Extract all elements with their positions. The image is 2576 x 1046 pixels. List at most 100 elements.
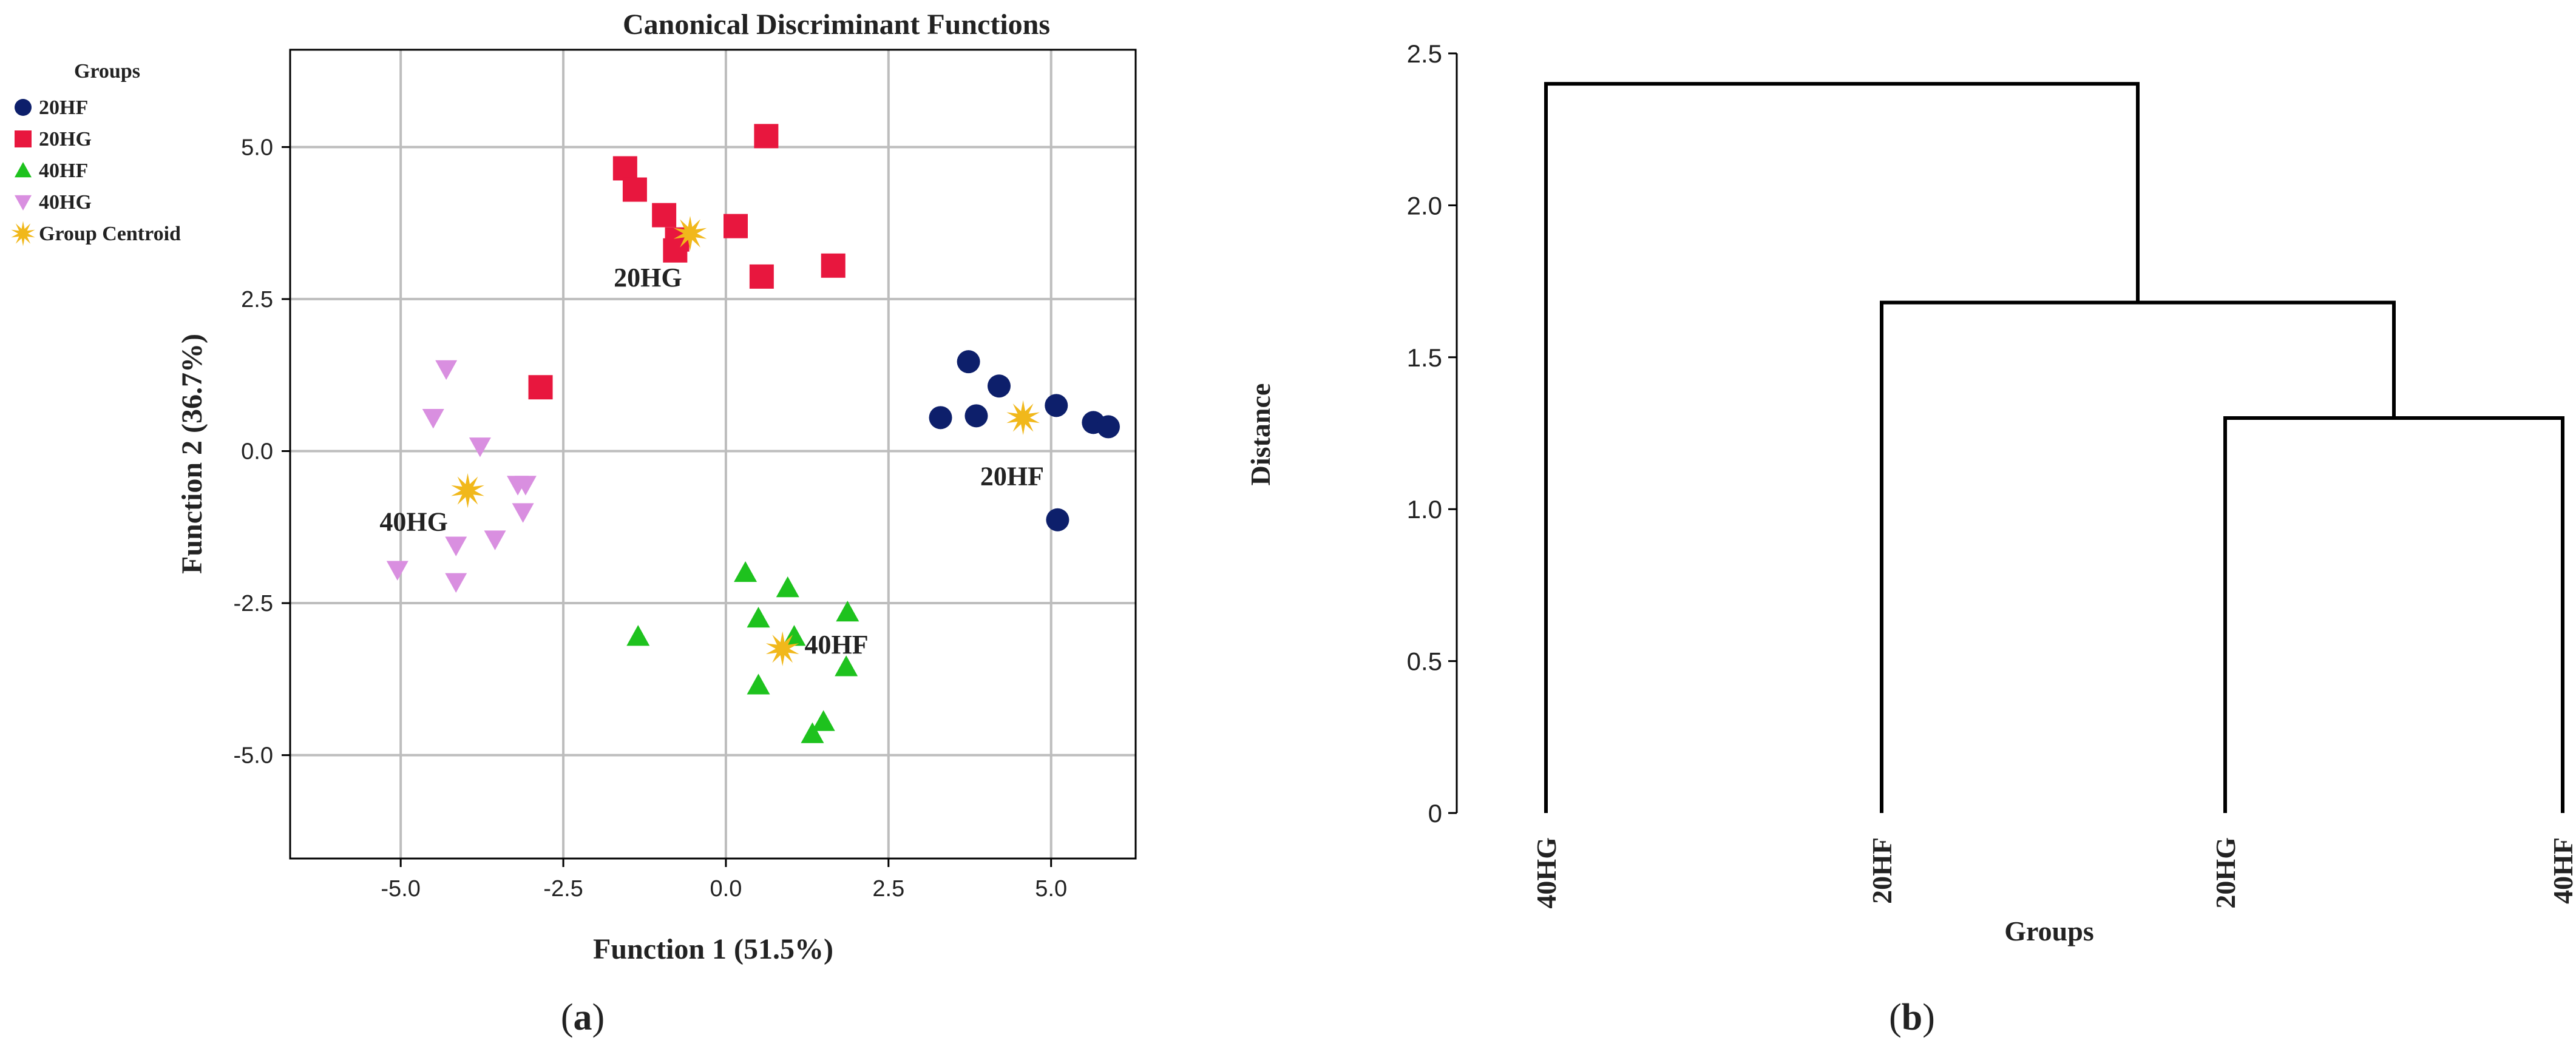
series-group-centroid [451, 215, 1040, 666]
legend-marker-40hg [15, 195, 32, 211]
dendrogram-link-40hg-20hf-20hg-40hf [1544, 82, 2140, 813]
point-40hf [747, 607, 770, 628]
point-40hg [386, 561, 408, 581]
point-20hf [929, 406, 952, 430]
point-20hf [1046, 508, 1069, 531]
point-20hg [612, 156, 637, 181]
y-tick-label: 2.5 [1407, 39, 1442, 68]
point-20hf [957, 350, 980, 374]
point-40hf [801, 722, 824, 743]
dendrogram-link-20hg-40hf [2223, 416, 2564, 813]
chart-a-ticks: -5.0 -2.5 0.0 2.5 5.0 -5.0 -2.5 0.0 2.5 5.0 [234, 135, 1068, 902]
leaf-label-40hf: 40HF [2547, 837, 2576, 904]
point-40hf [835, 655, 858, 677]
x-tick-label: 5.0 [1035, 876, 1067, 902]
point-group-centroid [451, 473, 484, 508]
leaf-label-40hg: 40HG [1531, 837, 1562, 909]
point-20hf [987, 374, 1011, 398]
legend-marker-group-centroid [11, 221, 35, 246]
point-40hg [435, 360, 458, 380]
leaf-label-20hg: 20HG [2210, 837, 2241, 909]
legend-marker-40hf [15, 162, 32, 178]
legend-label-20hf: 20HF [39, 96, 88, 119]
point-20hg [652, 203, 677, 228]
leaf-label-20hf: 20HF [1866, 837, 1897, 904]
y-tick-label: -5.0 [234, 743, 273, 769]
x-tick-label: -5.0 [381, 876, 420, 902]
chart-a-gridlines [290, 50, 1136, 859]
point-40hf [812, 710, 835, 731]
point-20hg [749, 264, 774, 289]
chart-a-legend: Groups 20HF 20HG 40HF 40HG Group Centroid [11, 60, 181, 246]
y-tick-label: 5.0 [241, 135, 273, 160]
legend-marker-20hf [15, 99, 32, 116]
chart-a-x-axis-label: Function 1 (51.5%) [593, 933, 833, 965]
point-20hg [724, 214, 748, 238]
legend-label-group-centroid: Group Centroid [39, 223, 181, 245]
point-40hg [469, 437, 491, 457]
y-tick-label: 0.0 [241, 439, 273, 464]
point-40hf [776, 576, 799, 598]
legend-item-20hg: 20HG [15, 128, 92, 150]
point-40hg [484, 530, 506, 550]
point-20hf [1045, 394, 1068, 417]
legend-item-40hg: 40HG [15, 191, 92, 214]
point-group-centroid [1006, 400, 1040, 436]
y-tick-label: 2.0 [1407, 191, 1442, 220]
series-20hf [929, 350, 1120, 531]
point-group-centroid [765, 631, 799, 666]
chart-a-title: Canonical Discriminant Functions [623, 8, 1050, 41]
x-tick-label: 2.5 [872, 876, 904, 902]
point-40hg [514, 476, 537, 496]
y-tick-label: 0.5 [1407, 647, 1442, 676]
chart-b-ticks: 0 0.5 1.0 1.5 2.0 2.5 [1407, 39, 1457, 828]
y-tick-label: 1.5 [1407, 343, 1442, 372]
point-group-centroid [673, 215, 707, 251]
chart-a-annotations: 20HG 20HF 40HG 40HF [379, 263, 1044, 660]
point-20hf [1096, 415, 1120, 439]
y-tick-label: -2.5 [234, 591, 273, 616]
annotation-20hg: 20HG [614, 263, 682, 292]
point-40hf [734, 561, 758, 582]
point-40hg [445, 573, 467, 593]
chart-b-dendrogram-links [1544, 82, 2564, 813]
point-20hg [821, 253, 846, 278]
panel-a-scatter-plot: Canonical Discriminant Functions -5.0 -2.… [11, 8, 1137, 1038]
chart-a-y-axis-label: Function 2 (36.7%) [176, 334, 208, 574]
chart-a-data-points [386, 124, 1120, 743]
dendrogram-link-20hf-20hg-40hf [1880, 300, 2396, 813]
point-40hf [836, 601, 859, 622]
y-tick-label: 0 [1428, 799, 1442, 828]
point-40hg [512, 503, 534, 523]
y-tick-label: 1.0 [1407, 495, 1442, 524]
legend-label-40hg: 40HG [39, 191, 92, 214]
legend-label-40hf: 40HF [39, 160, 88, 182]
chart-a-plot-frame [289, 49, 1137, 860]
y-tick-label: 2.5 [241, 287, 273, 312]
x-tick-label: -2.5 [543, 876, 583, 902]
point-40hg [445, 536, 467, 556]
legend-label-20hg: 20HG [39, 128, 92, 150]
legend-item-40hf: 40HF [15, 160, 88, 182]
x-tick-label: 0.0 [710, 876, 742, 902]
annotation-40hg: 40HG [379, 507, 447, 537]
panel-b-label: (b) [1889, 997, 1935, 1038]
legend-title: Groups [74, 60, 140, 83]
point-20hf [964, 404, 988, 428]
legend-item-20hf: 20HF [15, 96, 88, 119]
point-40hf [747, 673, 770, 695]
series-40hg [386, 360, 537, 593]
panel-a-label: (a) [561, 997, 605, 1038]
legend-item-group-centroid: Group Centroid [11, 221, 181, 246]
point-40hg [422, 408, 444, 429]
point-20hg [528, 375, 553, 400]
series-20hg [528, 124, 846, 400]
point-20hg [754, 124, 779, 149]
point-20hg [622, 177, 647, 202]
chart-b-x-axis-label: Groups [2004, 916, 2093, 946]
point-40hf [626, 625, 650, 646]
panel-b-dendrogram: 0 0.5 1.0 1.5 2.0 2.5 40HG 20HF 20HG 40HF Distan… [1245, 39, 2576, 1038]
chart-b-y-axis-label: Distance [1245, 383, 1276, 486]
annotation-20hf: 20HF [980, 462, 1044, 491]
